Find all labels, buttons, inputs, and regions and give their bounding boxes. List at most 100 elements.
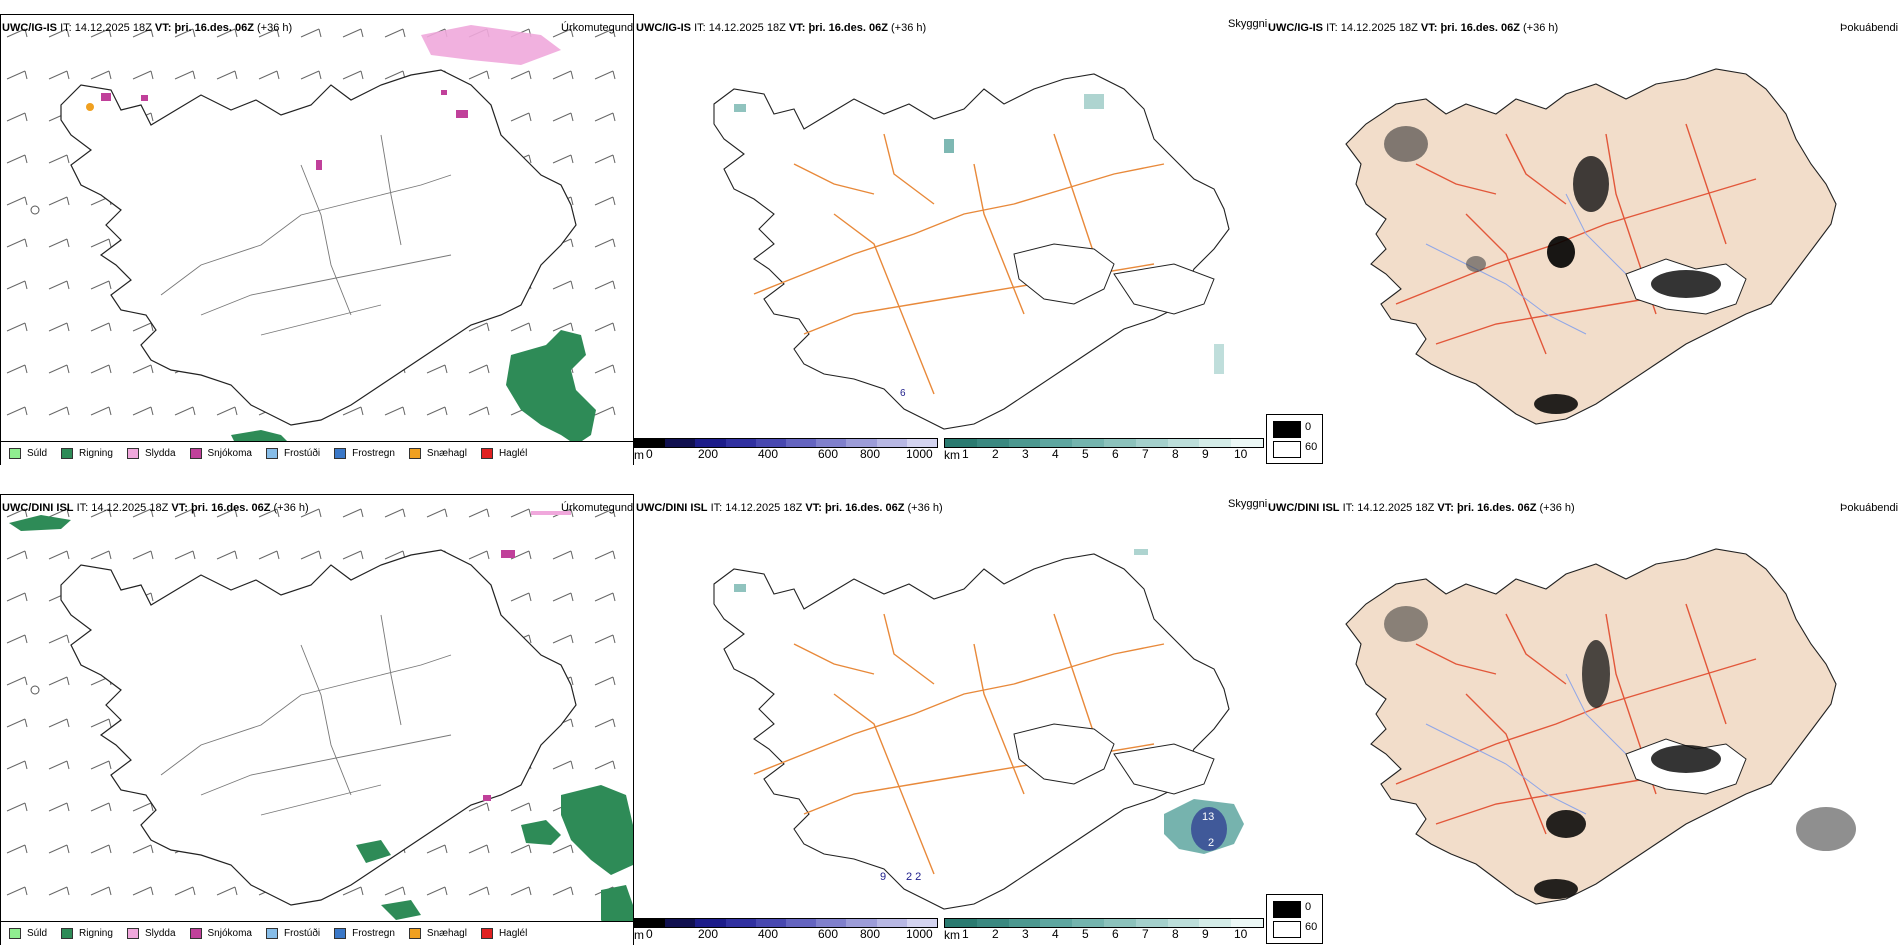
- visibility-tick: 3: [1022, 927, 1029, 941]
- visibility-tick: 7: [1142, 927, 1149, 941]
- legend-swatch: [9, 448, 21, 459]
- visibility-tick: 8: [1172, 927, 1179, 941]
- elevation-scale-top: m 0 200 400 600 800 1000: [634, 438, 938, 464]
- fog-legend-bottom: 0 60: [1266, 894, 1323, 944]
- legend-swatch: [61, 448, 74, 459]
- legend-swatch: [334, 928, 347, 939]
- model-name: UWC/DINI ISL: [636, 502, 708, 514]
- visibility-tick: 6: [1112, 927, 1119, 941]
- it-value: 14.12.2025 18Z: [725, 502, 803, 514]
- legend-label: Súld: [27, 448, 48, 459]
- visibility-tick: 2: [992, 447, 999, 461]
- elevation-tick: 400: [758, 447, 779, 461]
- panel-header-bottom-3: UWC/DINI ISL IT: 14.12.2025 18Z VT: þri.…: [1268, 502, 1575, 515]
- it-value: 14.12.2025 18Z: [91, 502, 169, 514]
- panel-header-bottom-1: UWC/DINI ISL IT: 14.12.2025 18Z VT: þri.…: [2, 502, 309, 515]
- elevation-tick: 400: [758, 927, 779, 941]
- elevation-tick: 800: [860, 447, 881, 461]
- vt-value: þri. 16.des. 06Z: [824, 502, 905, 514]
- elevation-tick: 0: [646, 447, 653, 461]
- precip-map-bottom: [1, 495, 633, 944]
- elevation-tick: 200: [698, 447, 719, 461]
- legend-label: Slydda: [144, 448, 176, 459]
- legend-item: Rigning: [61, 448, 113, 459]
- elevation-tick: 1000: [906, 447, 933, 461]
- visibility-unit: km: [944, 928, 960, 942]
- legend-item: Haglél: [480, 928, 528, 939]
- legend-swatch: [480, 928, 493, 939]
- visibility-panel-bottom: 13 2 2 2 9: [634, 494, 1264, 943]
- vt-value: þri. 16.des. 06Z: [174, 22, 254, 34]
- legend-item: Slydda: [126, 928, 176, 939]
- lead-time: (+36 h): [257, 22, 293, 34]
- model-name: UWC/IG-IS: [1268, 22, 1323, 34]
- fog-label: 0: [1305, 421, 1312, 433]
- fog-swatch: [1273, 921, 1301, 938]
- it-label: IT:: [60, 22, 72, 34]
- legend-item: Frostregn: [334, 928, 395, 939]
- visibility-tick: 10: [1234, 447, 1248, 461]
- vt-label: VT:: [788, 22, 806, 34]
- legend-item: Frostúði: [265, 448, 321, 459]
- vt-label: VT:: [171, 502, 188, 514]
- visibility-tick: 8: [1172, 447, 1179, 461]
- legend-item: Snjókoma: [189, 928, 252, 939]
- fog-map-bottom: [1345, 548, 1856, 905]
- vt-label: VT:: [154, 22, 172, 34]
- vis-label: 6: [900, 388, 906, 399]
- iceland-outline: [1345, 68, 1837, 425]
- visibility-unit: km: [944, 448, 960, 462]
- legend-swatch: [480, 448, 493, 459]
- visibility-tick: 5: [1082, 447, 1089, 461]
- legend-swatch: [189, 928, 202, 939]
- fog-legend-top: 0 60: [1266, 414, 1323, 464]
- legend-label: Súld: [27, 928, 48, 939]
- fog-label: 0: [1305, 901, 1312, 913]
- elevation-tick: 1000: [906, 927, 933, 941]
- legend-label: Haglél: [498, 928, 528, 939]
- legend-label: Haglél: [498, 448, 528, 459]
- legend-swatch: [189, 448, 202, 459]
- visibility-map-top: 6: [713, 73, 1230, 430]
- fog-swatch: [1273, 421, 1301, 438]
- vt-value: þri. 16.des. 06Z: [190, 502, 271, 514]
- legend-item: Rigning: [61, 928, 113, 939]
- legend-label: Frostregn: [352, 928, 395, 939]
- legend-swatch: [61, 928, 74, 939]
- precip-type-panel-bottom: Súld Rigning Slydda Snjókoma Frostúði Fr…: [0, 494, 634, 945]
- legend-label: Frostúði: [283, 448, 321, 459]
- legend-swatch: [408, 928, 421, 939]
- visibility-tick: 9: [1202, 927, 1209, 941]
- legend-swatch: [334, 448, 347, 459]
- model-name: UWC/IG-IS: [2, 22, 57, 34]
- panel-title-fog-bottom: Þokuábendi: [1840, 502, 1899, 514]
- visibility-tick: 7: [1142, 447, 1149, 461]
- elevation-unit: m: [634, 928, 644, 942]
- elevation-colorbar: [634, 918, 938, 928]
- legend-item: Frostúði: [265, 928, 320, 939]
- fog-map-top: [1345, 68, 1837, 425]
- elevation-unit: m: [634, 448, 644, 462]
- iceland-outline: [713, 73, 1230, 430]
- lead-time: (+36 h): [1539, 502, 1575, 514]
- panel-header-top-1: UWC/IG-IS IT: 14.12.2025 18Z VT: þri. 16…: [2, 22, 292, 35]
- iceland-outline: [713, 553, 1230, 910]
- legend-item: Slydda: [126, 448, 176, 459]
- vt-value: þri. 16.des. 06Z: [1456, 502, 1537, 514]
- panel-header-bottom-2: UWC/DINI ISL IT: 14.12.2025 18Z VT: þri.…: [636, 502, 943, 515]
- vt-label: VT:: [805, 502, 822, 514]
- visibility-colorbar: [944, 438, 1264, 448]
- legend-label: Rigning: [79, 448, 113, 459]
- panel-title-precip-top: Úrkomutegund: [561, 22, 634, 34]
- panel-header-top-3: UWC/IG-IS IT: 14.12.2025 18Z VT: þri. 16…: [1268, 22, 1558, 35]
- it-value: 14.12.2025 18Z: [74, 22, 152, 34]
- it-label: IT:: [1326, 22, 1338, 34]
- it-value: 14.12.2025 18Z: [1340, 22, 1418, 34]
- legend-label: Snæhagl: [426, 928, 467, 939]
- precip-legend-bottom: Súld Rigning Slydda Snjókoma Frostúði Fr…: [1, 921, 633, 945]
- visibility-tick: 5: [1082, 927, 1089, 941]
- legend-swatch: [126, 928, 139, 939]
- legend-item: Snæhagl: [408, 448, 467, 459]
- visibility-colorbar: [944, 918, 1264, 928]
- lead-time: (+36 h): [273, 502, 309, 514]
